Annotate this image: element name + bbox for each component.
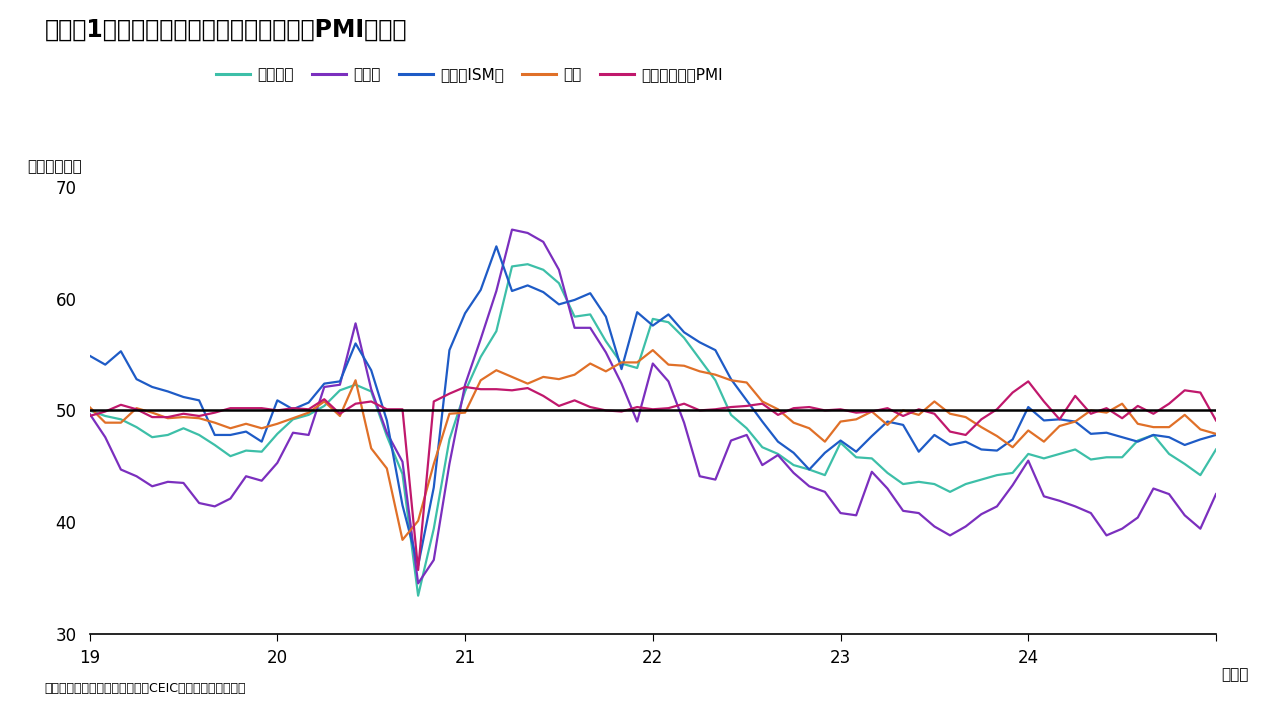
米国（ISM） bbox=[1130, 437, 1146, 446]
ユーロ圏 bbox=[1052, 449, 1068, 458]
ドイツ bbox=[411, 579, 426, 588]
ユーロ圏 bbox=[1130, 436, 1146, 445]
ユーロ圏 bbox=[411, 591, 426, 600]
日本 bbox=[82, 402, 97, 411]
ドイツ bbox=[1130, 513, 1146, 522]
中国－政府版PMI bbox=[1130, 402, 1146, 410]
ドイツ bbox=[333, 380, 348, 389]
Line: 米国（ISM）: 米国（ISM） bbox=[90, 246, 1216, 565]
米国（ISM） bbox=[411, 561, 426, 570]
Legend: ユーロ圏, ドイツ, 米国（ISM）, 日本, 中国－政府版PMI: ユーロ圏, ドイツ, 米国（ISM）, 日本, 中国－政府版PMI bbox=[210, 61, 730, 88]
Text: （図表1）　主要国・地域における製造業PMIの推移: （図表1） 主要国・地域における製造業PMIの推移 bbox=[45, 18, 407, 42]
米国（ISM） bbox=[333, 377, 348, 386]
ユーロ圏 bbox=[1083, 455, 1098, 464]
日本 bbox=[394, 536, 410, 544]
Text: （年）: （年） bbox=[1221, 667, 1249, 682]
ドイツ bbox=[1208, 490, 1224, 498]
ドイツ bbox=[1083, 509, 1098, 518]
中国－政府版PMI bbox=[1208, 416, 1224, 425]
ユーロ圏 bbox=[1208, 445, 1224, 454]
米国（ISM） bbox=[474, 286, 489, 294]
日本 bbox=[645, 346, 660, 354]
ユーロ圏 bbox=[474, 353, 489, 361]
中国－政府版PMI bbox=[411, 566, 426, 575]
ドイツ bbox=[676, 418, 691, 427]
日本 bbox=[1130, 420, 1146, 428]
中国－政府版PMI bbox=[1052, 415, 1068, 423]
Text: （出所）ブルームバーグおよびCEICよりインベスコ作成: （出所）ブルームバーグおよびCEICよりインベスコ作成 bbox=[45, 682, 246, 695]
ドイツ bbox=[504, 225, 520, 234]
Line: ドイツ: ドイツ bbox=[90, 230, 1216, 583]
日本 bbox=[474, 376, 489, 384]
ドイツ bbox=[82, 410, 97, 418]
米国（ISM） bbox=[1052, 415, 1068, 423]
米国（ISM） bbox=[1083, 430, 1098, 438]
米国（ISM） bbox=[676, 328, 691, 336]
ユーロ圏 bbox=[333, 386, 348, 395]
ドイツ bbox=[1052, 497, 1068, 505]
日本 bbox=[333, 412, 348, 420]
Line: ユーロ圏: ユーロ圏 bbox=[90, 264, 1216, 595]
日本 bbox=[1208, 430, 1224, 438]
中国－政府版PMI bbox=[474, 385, 489, 394]
中国－政府版PMI bbox=[1020, 377, 1036, 386]
米国（ISM） bbox=[489, 242, 504, 251]
Text: （ポイント）: （ポイント） bbox=[28, 159, 82, 174]
米国（ISM） bbox=[82, 351, 97, 360]
Line: 日本: 日本 bbox=[90, 350, 1216, 540]
ユーロ圏 bbox=[676, 333, 691, 342]
日本 bbox=[676, 361, 691, 370]
米国（ISM） bbox=[1208, 431, 1224, 439]
Line: 中国－政府版PMI: 中国－政府版PMI bbox=[90, 382, 1216, 570]
ユーロ圏 bbox=[520, 260, 535, 269]
中国－政府版PMI bbox=[660, 404, 676, 413]
中国－政府版PMI bbox=[1083, 410, 1098, 418]
中国－政府版PMI bbox=[333, 410, 348, 418]
中国－政府版PMI bbox=[82, 412, 97, 420]
日本 bbox=[1083, 406, 1098, 415]
ユーロ圏 bbox=[82, 406, 97, 415]
日本 bbox=[1052, 422, 1068, 431]
ドイツ bbox=[474, 335, 489, 343]
